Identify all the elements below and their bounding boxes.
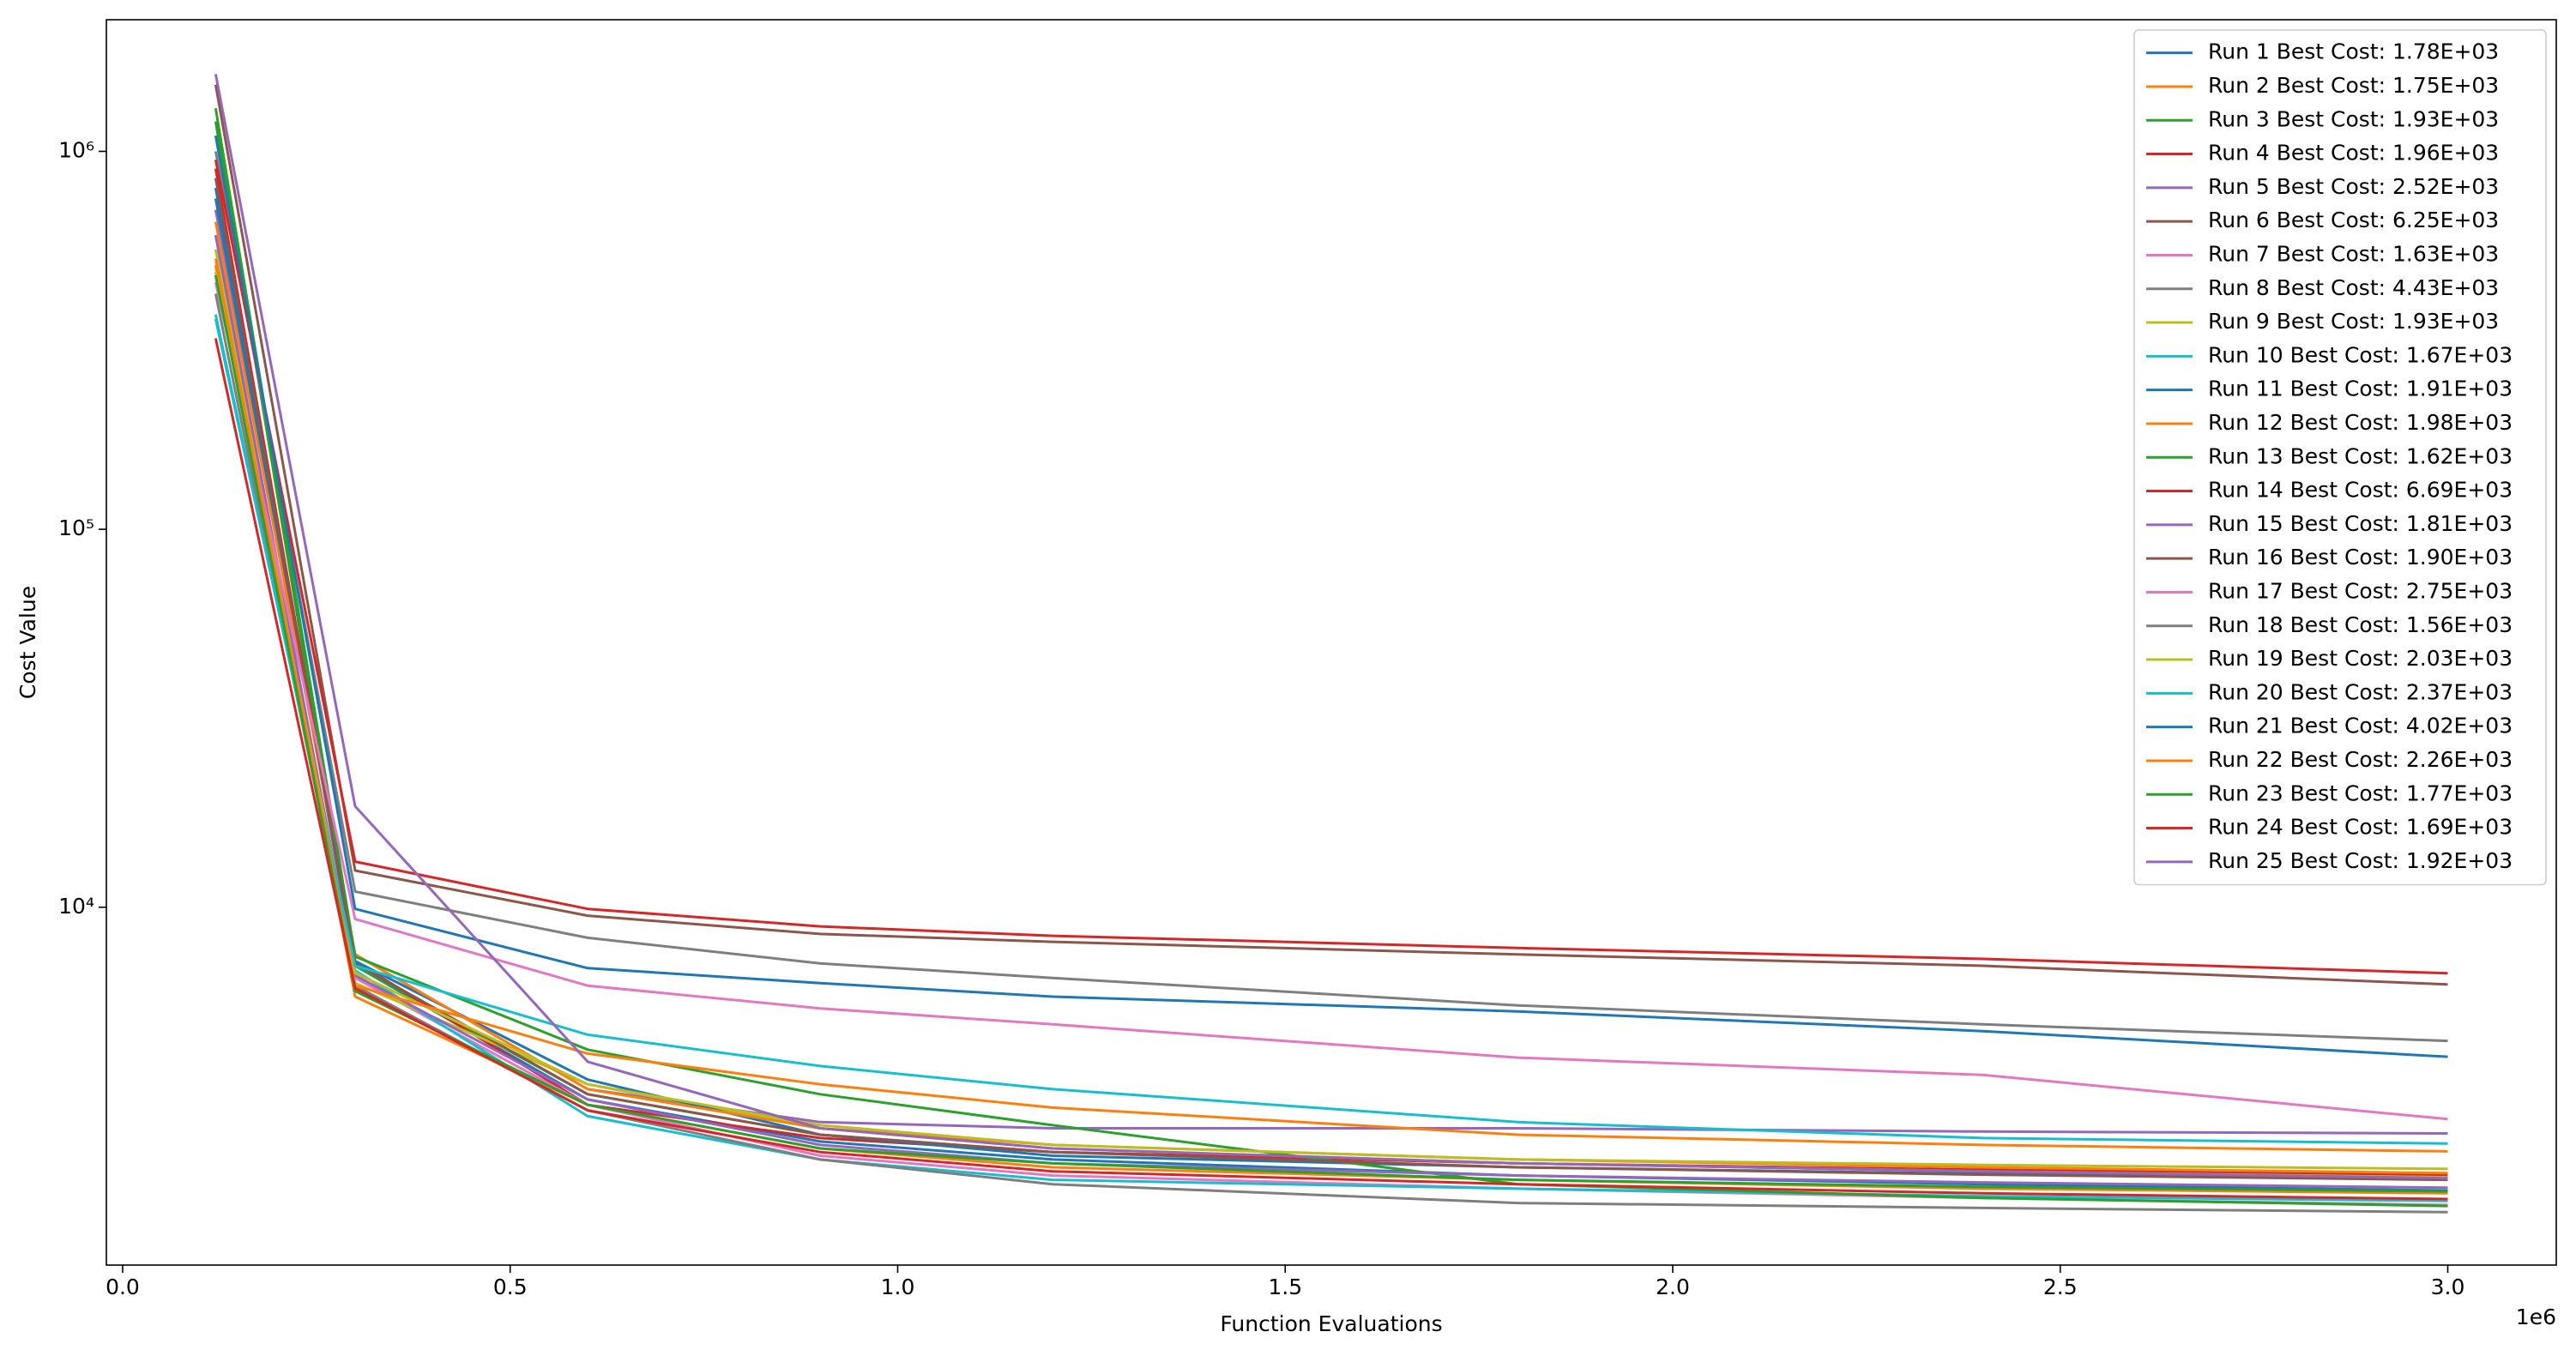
series-line [214, 271, 2448, 1171]
legend: Run 1 Best Cost: 1.78E+03 Run 2 Best Cost… [2133, 29, 2547, 886]
series-line [214, 135, 2448, 1058]
legend-label: Run 3 Best Cost: 1.93E+03 [2208, 106, 2499, 131]
series-line [214, 187, 2448, 1192]
legend-label: Run 11 Best Cost: 1.91E+03 [2208, 377, 2513, 401]
legend-label: Run 13 Best Cost: 1.62E+03 [2208, 443, 2513, 468]
series-line [214, 178, 2448, 1182]
legend-label: Run 19 Best Cost: 2.03E+03 [2208, 646, 2513, 671]
series-line [214, 108, 2448, 1208]
series-line [214, 121, 2448, 1179]
legend-label: Run 10 Best Cost: 1.67E+03 [2208, 342, 2513, 367]
legend-label: Run 6 Best Cost: 6.25E+03 [2208, 208, 2499, 232]
plot-frame [106, 19, 2557, 1266]
series-line [214, 198, 2448, 1181]
legend-label: Run 4 Best Cost: 1.96E+03 [2208, 141, 2499, 166]
legend-label: Run 5 Best Cost: 2.52E+03 [2208, 174, 2499, 199]
y-tick-label: 10⁶ [58, 137, 94, 162]
series-line [214, 274, 2448, 1193]
legend-label: Run 12 Best Cost: 1.98E+03 [2208, 410, 2513, 435]
legend-label: Run 15 Best Cost: 1.81E+03 [2208, 511, 2513, 536]
series-line [214, 318, 2448, 1145]
legend-label: Run 25 Best Cost: 1.92E+03 [2208, 848, 2513, 873]
series-line [214, 221, 2448, 1175]
legend-label: Run 20 Best Cost: 2.37E+03 [2208, 679, 2513, 704]
y-axis-label: Cost Value [15, 586, 40, 699]
series-line [214, 160, 2448, 975]
x-tick-label: 0.0 [106, 1275, 140, 1299]
legend-label: Run 1 Best Cost: 1.78E+03 [2208, 39, 2499, 64]
legend-label: Run 24 Best Cost: 1.69E+03 [2208, 815, 2513, 840]
legend-label: Run 17 Best Cost: 2.75E+03 [2208, 578, 2513, 603]
series-line [214, 84, 2448, 986]
x-tick-label: 1.5 [1268, 1275, 1302, 1299]
legend-label: Run 9 Best Cost: 1.93E+03 [2208, 309, 2499, 334]
legend-label: Run 22 Best Cost: 2.26E+03 [2208, 747, 2513, 772]
legend-label: Run 8 Best Cost: 4.43E+03 [2208, 275, 2499, 300]
series-line [214, 338, 2448, 1201]
series-line [214, 74, 2448, 1180]
legend-label: Run 21 Best Cost: 4.02E+03 [2208, 714, 2513, 738]
legend-label: Run 16 Best Cost: 1.90E+03 [2208, 545, 2513, 570]
legend-label: Run 2 Best Cost: 1.75E+03 [2208, 73, 2499, 98]
legend-box [2133, 29, 2547, 886]
x-tick-label: 2.5 [2043, 1275, 2078, 1299]
legend-label: Run 18 Best Cost: 1.56E+03 [2208, 612, 2513, 637]
series-line [214, 293, 2448, 1214]
series-line [214, 281, 2448, 1121]
x-tick-label: 0.5 [493, 1275, 528, 1299]
x-axis-label: Function Evaluations [1220, 1311, 1442, 1336]
series-line [214, 264, 2448, 1195]
legend-label: Run 7 Best Cost: 1.63E+03 [2208, 241, 2499, 266]
series-line [214, 151, 2448, 1043]
x-tick-label: 2.0 [1656, 1275, 1690, 1299]
x-tick-label: 3.0 [2431, 1275, 2465, 1299]
series-line [214, 258, 2448, 1153]
legend-label: Run 23 Best Cost: 1.77E+03 [2208, 780, 2513, 805]
y-tick-label: 10⁴ [58, 894, 94, 919]
x-offset-label: 1e6 [2516, 1305, 2556, 1329]
x-tick-label: 1.0 [881, 1275, 915, 1299]
legend-label: Run 14 Best Cost: 6.69E+03 [2208, 478, 2513, 503]
y-tick-label: 10⁵ [58, 515, 94, 540]
